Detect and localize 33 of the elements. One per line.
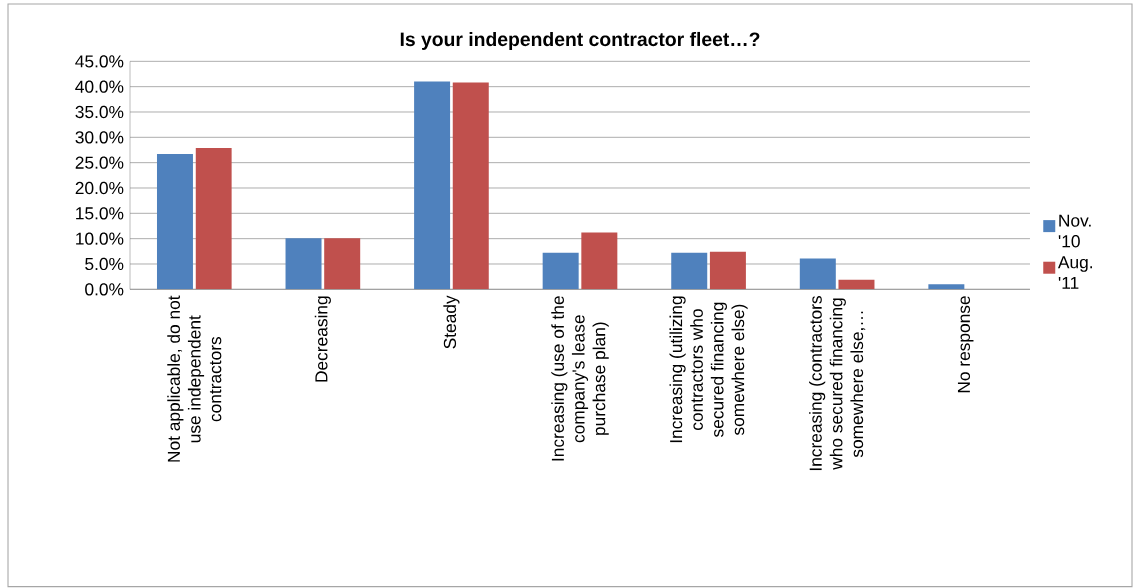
bar xyxy=(542,252,579,290)
bar xyxy=(324,238,361,290)
bar xyxy=(285,238,322,290)
bar xyxy=(838,279,875,290)
x-tick-label: Not applicable, do not use independent contractors xyxy=(167,295,222,462)
x-tick-label: Decreasing xyxy=(314,296,331,382)
bar xyxy=(799,258,836,290)
legend-label: Nov. '10 xyxy=(1058,214,1091,248)
y-tick-label: 45.0% xyxy=(75,55,124,68)
bar xyxy=(452,82,489,290)
y-tick-label: 5.0% xyxy=(85,257,124,271)
y-tick-label: 25.0% xyxy=(75,156,124,169)
y-tick-label: 20.0% xyxy=(75,181,124,195)
y-tick-label: 15.0% xyxy=(76,207,124,220)
chart-title: Is your independent contractor fleet…? xyxy=(400,31,760,50)
bar xyxy=(671,252,708,290)
x-tick-label: Increasing (use of the company's lease purchase plan) xyxy=(551,296,609,461)
legend-label: Aug. '11 xyxy=(1057,256,1092,289)
y-tick-label: 35.0% xyxy=(75,105,124,119)
x-tick-label: Steady xyxy=(443,295,460,349)
bar xyxy=(709,251,746,290)
y-tick-label: 30.0% xyxy=(75,131,124,144)
y-tick-label: 0.0% xyxy=(85,283,124,296)
bar xyxy=(195,147,232,290)
bar xyxy=(414,81,451,290)
x-tick-label: Increasing (contractors who secured financing somewhere else,… xyxy=(809,296,866,471)
x-tick-label: Increasing (utilizing contractors who secured financing somewhere else) xyxy=(669,296,748,443)
y-tick-label: 10.0% xyxy=(76,232,124,245)
bar xyxy=(581,232,618,290)
bar xyxy=(928,284,965,290)
bar xyxy=(156,154,193,290)
x-tick-label: No response xyxy=(957,296,974,393)
y-tick-label: 40.0% xyxy=(75,80,124,93)
